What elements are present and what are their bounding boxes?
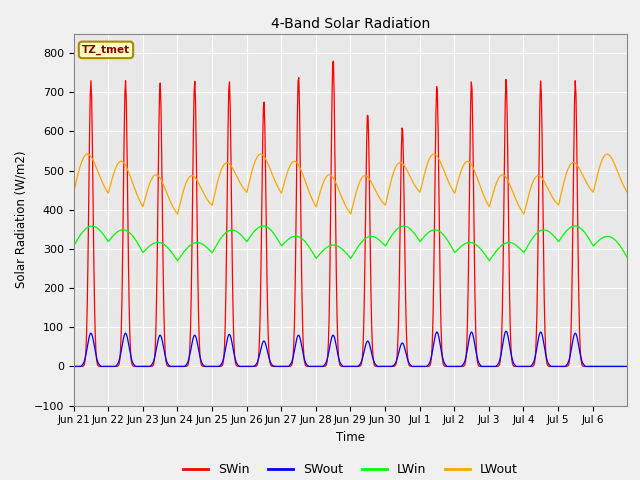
LWin [285,236,293,241]
SWout [502,328,510,334]
LWin [260,223,268,229]
SWout [237,363,244,369]
SWout [134,363,142,369]
LWout [623,190,631,195]
Line: LWin: LWin [74,226,627,261]
SWin [70,363,77,369]
Line: SWin: SWin [74,61,627,366]
Title: 4-Band Solar Radiation: 4-Band Solar Radiation [271,17,430,31]
SWin [285,363,292,369]
LWout [285,164,293,170]
LWin [237,231,244,237]
LWin [134,242,142,248]
LWout [237,181,245,187]
SWin [134,363,142,369]
LWout [264,162,272,168]
SWin [439,360,447,366]
Line: SWout: SWout [74,331,627,366]
SWout [285,363,292,369]
LWout [603,151,611,157]
LWin [623,254,631,260]
LWin [70,243,77,249]
SWout [70,363,77,369]
LWout [439,166,447,171]
SWin [623,363,631,369]
LWout [408,178,416,183]
Text: TZ_tmet: TZ_tmet [82,45,130,55]
LWout [134,195,142,201]
SWin [237,363,244,369]
LWout [173,211,181,217]
SWout [438,354,446,360]
LWin [408,228,416,234]
SWout [264,350,271,356]
LWout [70,190,77,195]
LWin [439,232,447,238]
Line: LWout: LWout [74,154,627,214]
X-axis label: Time: Time [336,431,365,444]
LWin [486,258,493,264]
Legend: SWin, SWout, LWin, LWout: SWin, SWout, LWin, LWout [178,458,523,480]
LWin [264,225,272,231]
SWout [623,363,631,369]
SWin [408,363,416,369]
SWout [408,363,415,369]
SWin [264,316,271,322]
SWin [330,58,337,64]
Y-axis label: Solar Radiation (W/m2): Solar Radiation (W/m2) [15,151,28,288]
